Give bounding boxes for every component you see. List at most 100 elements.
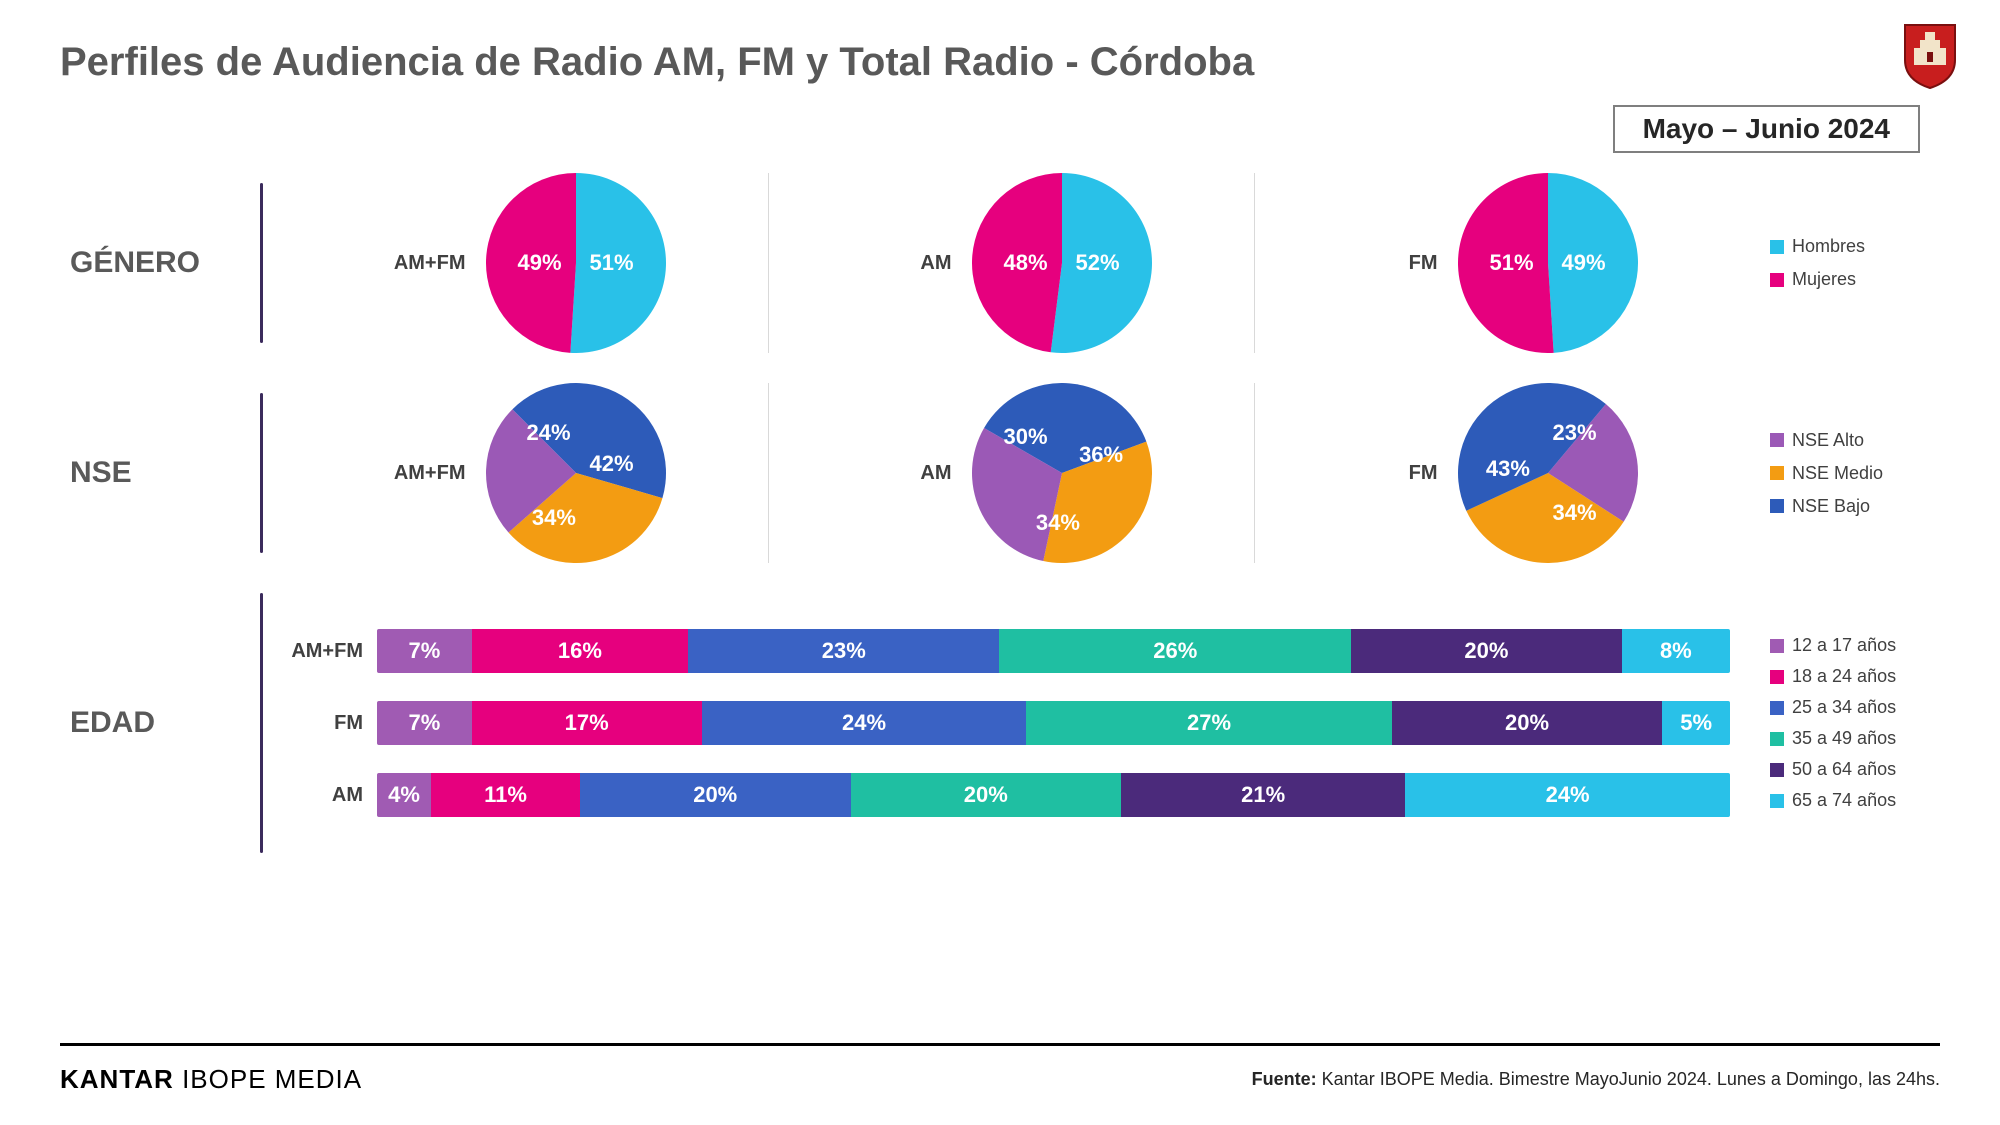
- bar-segment: 26%: [999, 629, 1351, 673]
- pie-slice-label: 49%: [1561, 250, 1605, 276]
- divider-genero: [260, 183, 263, 343]
- pie-label: AM+FM: [386, 462, 466, 485]
- legend-label: 18 a 24 años: [1792, 666, 1896, 687]
- pie-group: AM 52% 48%: [768, 173, 1254, 353]
- bar-row-label: FM: [283, 712, 363, 735]
- pie-slice-label: 36%: [1079, 442, 1123, 468]
- legend-swatch: [1770, 763, 1784, 777]
- pie-group: AM 36% 34% 30%: [768, 383, 1254, 563]
- legend-swatch: [1770, 794, 1784, 808]
- pie-chart: 51%49%: [486, 173, 666, 353]
- legend-label: NSE Medio: [1792, 463, 1883, 484]
- bar-segment: 5%: [1662, 701, 1730, 745]
- bar-segment: 7%: [377, 701, 472, 745]
- date-badge: Mayo – Junio 2024: [1613, 105, 1920, 153]
- pie-slice-label: 23%: [1552, 420, 1596, 446]
- legend-label: 12 a 17 años: [1792, 635, 1896, 656]
- pie-chart: 42%34%24%: [486, 383, 666, 563]
- legend-swatch: [1770, 466, 1784, 480]
- pie-group: FM 23% 34% 43%: [1254, 383, 1740, 563]
- bar-segment: 11%: [431, 773, 580, 817]
- source-label: Fuente:: [1252, 1069, 1317, 1089]
- bar-segment: 4%: [377, 773, 431, 817]
- pie-chart: 36% 34% 30%: [972, 383, 1152, 563]
- legend-item: 50 a 64 años: [1770, 759, 1940, 780]
- legend-label: NSE Bajo: [1792, 496, 1870, 517]
- divider-edad: [260, 593, 263, 853]
- legend-label: 65 a 74 años: [1792, 790, 1896, 811]
- legend-swatch: [1770, 732, 1784, 746]
- bar-row-label: AM+FM: [283, 640, 363, 663]
- legend-item: NSE Bajo: [1770, 496, 1940, 517]
- brand-logo: KANTAR IBOPE MEDIA: [60, 1064, 362, 1095]
- pie-slice-label: 34%: [1036, 510, 1080, 536]
- pie-label: FM: [1358, 462, 1438, 485]
- legend-edad: 12 a 17 años 18 a 24 años 25 a 34 años 35 a…: [1740, 635, 1940, 811]
- page-title: Perfiles de Audiencia de Radio AM, FM y …: [60, 40, 1254, 85]
- bar-segment: 8%: [1622, 629, 1730, 673]
- pie-slice-label: 48%: [1003, 250, 1047, 276]
- bar-segment: 20%: [580, 773, 851, 817]
- stacked-bar-row: FM 7%17%24%27%20%5%: [283, 701, 1730, 745]
- legend-item: 35 a 49 años: [1770, 728, 1940, 749]
- section-label-nse: NSE: [60, 456, 260, 490]
- stacked-bar-row: AM+FM7%16%23%26%20%8%: [283, 629, 1730, 673]
- footer: KANTAR IBOPE MEDIA Fuente: Kantar IBOPE …: [60, 1043, 1940, 1095]
- legend-swatch: [1770, 701, 1784, 715]
- divider-nse: [260, 393, 263, 553]
- pie-group: AM+FM 51%49%: [283, 173, 768, 353]
- stacked-bar: 7%17%24%27%20%5%: [377, 701, 1730, 745]
- pie-label: FM: [1358, 252, 1438, 275]
- section-genero: GÉNERO AM+FM 51%49% AM 52% 48% FM 49%51% Hombr…: [60, 173, 1940, 353]
- bar-row-label: AM: [283, 784, 363, 807]
- bar-segment: 24%: [702, 701, 1027, 745]
- pie-slice-label: 34%: [1552, 500, 1596, 526]
- legend-item: Hombres: [1770, 236, 1940, 257]
- pie-chart: 49%51%: [1458, 173, 1638, 353]
- pie-label: AM: [872, 462, 952, 485]
- legend-item: 65 a 74 años: [1770, 790, 1940, 811]
- bar-segment: 20%: [1351, 629, 1622, 673]
- bar-segment: 20%: [851, 773, 1122, 817]
- stacked-bar: 4%11%20%20%21%24%: [377, 773, 1730, 817]
- stacked-bar-row: AM4%11%20%20%21%24%: [283, 773, 1730, 817]
- brand-bold: KANTAR: [60, 1064, 174, 1094]
- legend-swatch: [1770, 670, 1784, 684]
- legend-label: 25 a 34 años: [1792, 697, 1896, 718]
- pie-slice-label: 34%: [532, 505, 576, 531]
- pie-group: AM+FM 42%34%24%: [283, 383, 768, 563]
- pie-label: AM: [872, 252, 952, 275]
- pie-chart: 23% 34% 43%: [1458, 383, 1638, 563]
- legend-swatch: [1770, 499, 1784, 513]
- legend-label: NSE Alto: [1792, 430, 1864, 451]
- legend-genero: Hombres Mujeres: [1740, 236, 1940, 290]
- legend-item: 12 a 17 años: [1770, 635, 1940, 656]
- section-nse: NSE AM+FM 42%34%24% AM 36% 34% 30% FM 23% 34% 43%…: [60, 383, 1940, 563]
- legend-swatch: [1770, 240, 1784, 254]
- legend-nse: NSE Alto NSE Medio NSE Bajo: [1740, 430, 1940, 517]
- legend-label: 50 a 64 años: [1792, 759, 1896, 780]
- cordoba-crest-icon: [1900, 20, 1960, 90]
- bar-segment: 20%: [1392, 701, 1663, 745]
- legend-item: 25 a 34 años: [1770, 697, 1940, 718]
- section-label-genero: GÉNERO: [60, 246, 260, 280]
- pie-slice-label: 43%: [1486, 456, 1530, 482]
- bar-segment: 27%: [1026, 701, 1391, 745]
- pie-label: AM+FM: [386, 252, 466, 275]
- pie-chart: 52% 48%: [972, 173, 1152, 353]
- legend-label: Mujeres: [1792, 269, 1856, 290]
- legend-item: 18 a 24 años: [1770, 666, 1940, 687]
- section-label-edad: EDAD: [60, 706, 260, 740]
- source-body: Kantar IBOPE Media. Bimestre MayoJunio 2…: [1317, 1069, 1940, 1089]
- pie-slice-label: 30%: [1003, 424, 1047, 450]
- bar-segment: 21%: [1121, 773, 1405, 817]
- bar-segment: 17%: [472, 701, 702, 745]
- legend-label: Hombres: [1792, 236, 1865, 257]
- pie-group: FM 49%51%: [1254, 173, 1740, 353]
- bar-segment: 24%: [1405, 773, 1730, 817]
- legend-swatch: [1770, 433, 1784, 447]
- legend-swatch: [1770, 639, 1784, 653]
- brand-light: IBOPE MEDIA: [174, 1064, 362, 1094]
- pie-slice-label: 52%: [1075, 250, 1119, 276]
- bar-segment: 16%: [472, 629, 688, 673]
